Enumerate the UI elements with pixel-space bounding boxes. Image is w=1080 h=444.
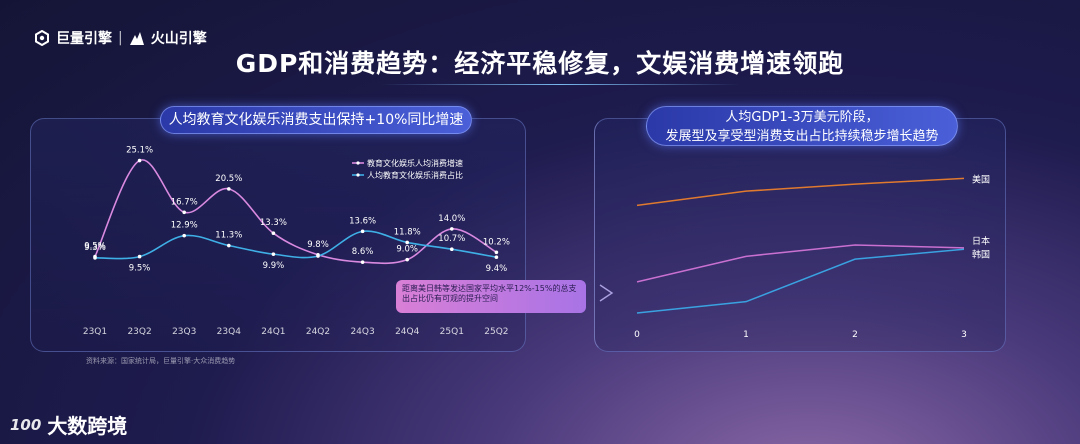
series-1-data-label: 9.8% [307,240,329,250]
right-heading-line2: 发展型及享受型消费支出占比持续稳步增长趋势 [665,129,939,144]
page-title: GDP和消费趋势：经济平稳修复，文娱消费增速领跑 [235,49,845,78]
series-1-data-label: 13.3% [260,218,287,228]
brand-separator: | [118,30,123,46]
series-2-point [271,252,276,256]
series-2-point [360,229,365,234]
x-tick-label: 24Q4 [395,327,420,337]
series-2-point [494,255,499,260]
series-2-point [93,256,97,260]
series-2-point [405,240,410,245]
legend-marker-2 [356,173,360,177]
right-x-tick-label: 0 [634,330,640,340]
series-2-data-label: 9.3% [84,243,106,253]
series-2-data-label: 9.9% [263,261,285,271]
series-2-data-label: 10.7% [438,234,465,244]
x-tick-label: 25Q1 [440,327,464,337]
right-x-tick-label: 2 [852,330,858,340]
country-series-line-3 [636,248,965,314]
series-1-point [494,250,499,255]
x-tick-label: 23Q4 [217,327,242,337]
ocean-engine-logo-icon [35,30,49,46]
series-1-point [405,257,410,262]
brand-bar: 巨量引擎 | 火山引擎 [34,28,207,48]
x-tick-label: 23Q2 [127,327,151,337]
x-tick-label: 24Q1 [261,327,285,337]
series-1-data-label: 9.0% [396,245,418,255]
x-tick-label: 23Q1 [83,327,107,337]
brand-ocean-engine: 巨量引擎 [56,31,112,47]
country-series-line-1 [636,177,965,207]
series-2-data-label: 11.8% [394,227,421,237]
series-2-data-label: 12.9% [171,221,198,231]
legend-label-1: 教育文化娱乐人均消费增速 [367,158,463,168]
logo-mark: 100 [10,415,42,434]
right-chart-panel [594,118,1006,352]
series-1-data-label: 16.7% [171,197,198,207]
volcano-engine-logo-icon [129,32,144,45]
series-1-point [271,231,276,236]
series-1-data-label: 20.5% [215,174,242,184]
series-2-data-label: 11.3% [215,231,242,241]
country-series-line-2 [636,244,965,283]
series-1-data-label: 25.1% [126,146,153,156]
legend-marker-1 [356,161,360,165]
callout-arrow-icon [599,284,614,302]
right-x-tick-label: 1 [743,330,749,340]
x-tick-label: 25Q2 [484,327,508,337]
series-2-point [316,254,320,258]
series-1-point [182,210,186,215]
data-source-note: 资料来源：国家统计局，巨量引擎·大众消费趋势 [86,357,236,365]
series-1-point [360,260,365,264]
series-2-point [450,247,454,252]
footer-logo: 100 大数跨境 [10,410,127,439]
country-label: 美国 [972,173,990,185]
legend-label-2: 人均教育文化娱乐消费占比 [367,170,463,180]
right-x-tick-label: 3 [961,330,967,340]
series-1-point [137,158,142,163]
series-1-point [450,227,454,231]
left-panel-heading: 人均教育文化娱乐消费支出保持+10%同比增速 [160,106,472,134]
series-2-point [227,243,231,248]
x-tick-label: 24Q3 [350,327,374,337]
logo-text: 大数跨境 [47,414,128,438]
series-1-data-label: 14.0% [438,214,465,224]
series-1-data-label: 8.6% [352,247,374,257]
series-2-data-label: 13.6% [349,216,376,226]
series-2-data-label: 9.4% [486,264,508,274]
brand-volcano-engine: 火山引擎 [150,31,207,47]
gap-callout-note: 距离美日韩等发达国家平均水平12%-15%的总支出占比仍有可观的提升空间 [396,280,586,313]
series-2-data-label: 9.5% [129,264,151,274]
country-label: 日本 [972,235,990,247]
right-panel-heading: 人均GDP1-3万美元阶段， 发展型及享受型消费支出占比持续稳步增长趋势 [646,106,958,146]
series-line-2 [94,230,497,260]
title-underline [380,84,740,85]
country-label: 韩国 [972,248,990,260]
series-2-point [137,254,142,259]
x-tick-label: 23Q3 [172,327,196,337]
series-1-data-label: 9.5% [84,242,106,252]
right-heading-line1: 人均GDP1-3万美元阶段， [725,110,879,125]
series-line-1 [94,159,497,265]
series-2-point [182,233,186,238]
series-1-data-label: 10.2% [483,237,510,247]
series-1-point [227,187,231,191]
x-tick-label: 24Q2 [306,327,330,337]
